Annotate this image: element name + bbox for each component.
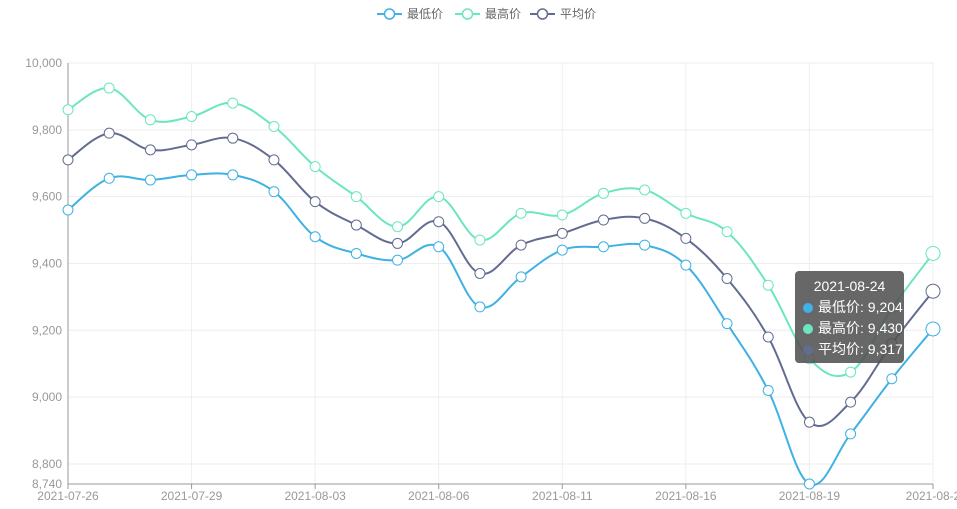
tooltip-title: 2021-08-24 xyxy=(813,278,886,294)
data-point-avg xyxy=(556,227,568,239)
x-tick-label: 2021-08-06 xyxy=(408,489,470,503)
y-tick-label: 8,740 xyxy=(32,477,62,491)
y-tick-label: 9,000 xyxy=(32,390,62,404)
data-point-min xyxy=(639,239,651,251)
x-tick-label: 2021-08-03 xyxy=(284,489,346,503)
data-point-avg xyxy=(268,154,280,166)
data-point-max xyxy=(144,114,156,126)
data-point-max xyxy=(350,191,362,203)
data-point-avg xyxy=(803,416,815,428)
y-tick-label: 9,200 xyxy=(32,323,62,337)
data-point-min xyxy=(515,271,527,283)
tooltip-row-min: 最低价: 9,204 xyxy=(803,297,904,318)
tooltip-row-max: 最高价: 9,430 xyxy=(803,318,904,339)
data-point-min xyxy=(144,174,156,186)
data-point-max xyxy=(762,279,774,291)
data-point-max xyxy=(474,234,486,246)
tooltip-label-max: 最高价: 9,430 xyxy=(818,320,903,336)
series-line-avg xyxy=(67,132,934,427)
data-point-max xyxy=(62,104,74,116)
y-tick-label: 9,400 xyxy=(32,256,62,270)
data-point-max xyxy=(515,207,527,219)
legend-label-avg: 平均价 xyxy=(560,7,596,21)
data-point-min xyxy=(268,186,280,198)
tooltip-label-avg: 平均价: 9,317 xyxy=(818,341,903,357)
x-tick-label: 2021-08-2 xyxy=(906,489,957,503)
data-point-avg xyxy=(62,154,74,166)
y-tick-label: 10,000 xyxy=(25,56,62,70)
tooltip-dot-min xyxy=(803,303,813,313)
data-point-max xyxy=(268,120,280,132)
data-point-min xyxy=(350,247,362,259)
data-point-max xyxy=(925,245,941,261)
data-point-min xyxy=(392,254,404,266)
data-point-max xyxy=(556,209,568,221)
data-point-max xyxy=(721,226,733,238)
y-tick-label: 9,600 xyxy=(32,190,62,204)
legend-label-min: 最低价 xyxy=(407,7,443,21)
data-point-min xyxy=(556,244,568,256)
x-tick-label: 2021-07-26 xyxy=(37,489,99,503)
data-point-min xyxy=(227,169,239,181)
data-point-min xyxy=(803,478,815,490)
data-point-avg xyxy=(680,232,692,244)
tooltip-label-min: 最低价: 9,204 xyxy=(818,299,903,315)
data-point-avg xyxy=(227,132,239,144)
data-point-avg xyxy=(515,239,527,251)
data-point-min xyxy=(433,241,445,253)
legend-label-max: 最高价 xyxy=(485,6,521,21)
data-point-avg xyxy=(103,127,115,139)
data-point-avg xyxy=(845,396,857,408)
data-point-avg xyxy=(762,331,774,343)
data-point-min xyxy=(103,172,115,184)
legend-marker-max xyxy=(461,8,474,20)
x-tick-label: 2021-08-19 xyxy=(779,489,841,503)
data-point-avg xyxy=(309,196,321,208)
data-point-max xyxy=(845,366,857,378)
data-point-avg xyxy=(433,216,445,228)
data-point-min xyxy=(721,318,733,330)
data-point-min xyxy=(762,384,774,396)
data-point-avg xyxy=(639,212,651,224)
legend-marker-avg xyxy=(536,8,549,20)
data-point-min xyxy=(680,259,692,271)
tooltip-dot-avg xyxy=(803,345,813,355)
data-point-max xyxy=(227,97,239,109)
data-point-min xyxy=(597,241,609,253)
legend-marker-min xyxy=(383,8,396,20)
data-point-min xyxy=(309,231,321,243)
y-tick-label: 9,800 xyxy=(32,123,62,137)
data-point-max xyxy=(186,110,198,122)
data-point-min xyxy=(886,373,898,385)
data-point-min xyxy=(925,321,941,337)
data-point-max xyxy=(597,187,609,199)
data-point-max xyxy=(433,191,445,203)
data-point-avg xyxy=(925,283,941,299)
data-point-avg xyxy=(186,139,198,151)
x-tick-label: 2021-08-11 xyxy=(532,489,593,503)
data-point-min xyxy=(474,301,486,313)
data-point-max xyxy=(309,161,321,173)
data-point-avg xyxy=(597,214,609,226)
tooltip-row-avg: 平均价: 9,317 xyxy=(803,339,904,360)
data-point-avg xyxy=(350,219,362,231)
data-point-min xyxy=(62,204,74,216)
data-point-max xyxy=(103,82,115,94)
y-tick-label: 8,800 xyxy=(32,457,62,471)
x-tick-label: 2021-08-16 xyxy=(655,489,717,503)
tooltip-dot-max xyxy=(803,324,813,334)
data-point-max xyxy=(680,207,692,219)
data-point-min xyxy=(186,169,198,181)
data-point-min xyxy=(845,428,857,440)
data-point-max xyxy=(639,184,651,196)
chart-tooltip: 2021-08-24 最低价: 9,204 最高价: 9,430 平均价: 9,… xyxy=(795,271,904,363)
data-point-avg xyxy=(721,273,733,285)
data-point-avg xyxy=(144,144,156,156)
data-point-avg xyxy=(392,237,404,249)
x-tick-label: 2021-07-29 xyxy=(161,489,223,503)
data-point-max xyxy=(392,221,404,233)
data-point-avg xyxy=(474,268,486,279)
